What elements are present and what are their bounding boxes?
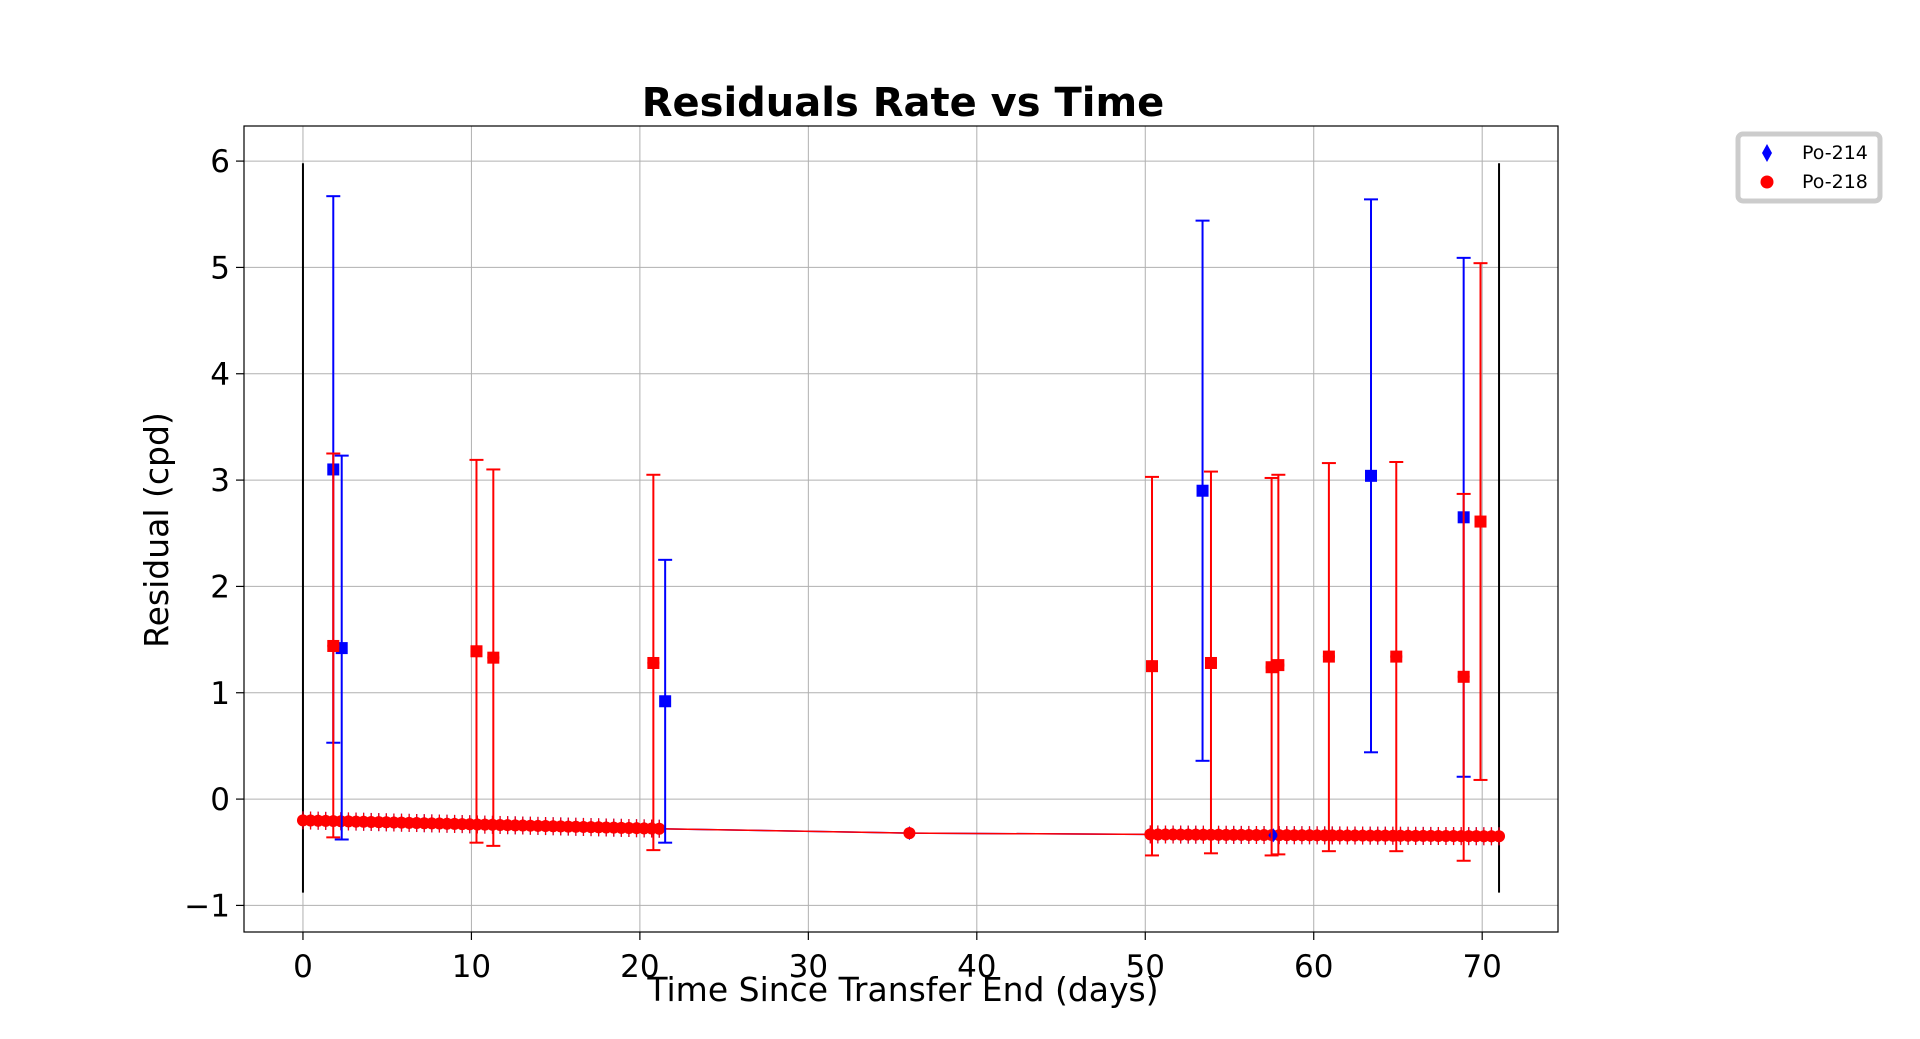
plot-frame — [243, 125, 1559, 933]
y-tick-label: 3 — [210, 463, 230, 499]
po-214-data-point — [660, 694, 671, 709]
po-218-data-point — [1390, 650, 1403, 663]
y-tick-label: −1 — [184, 888, 230, 924]
y-tick-label: 1 — [210, 676, 230, 712]
y-axis-label: Residual (cpd) — [137, 412, 176, 648]
y-tick-label: 4 — [210, 357, 230, 393]
po-218-data-point — [1322, 650, 1335, 663]
legend: Po-214 Po-218 — [1735, 131, 1883, 204]
x-tick-label: 0 — [293, 949, 313, 985]
y-tick-label: 0 — [210, 782, 230, 818]
po-218-data-point — [1474, 515, 1487, 528]
y-tick-label: 2 — [210, 569, 230, 605]
po-214-data-point — [1366, 468, 1377, 483]
po-218-data-point — [1272, 659, 1285, 672]
axes: 0 10 20 30 40 50 60 70 −1 0 1 2 3 4 5 6 — [184, 125, 1559, 985]
po-218-data-point — [1204, 656, 1217, 669]
plot-data — [296, 163, 1506, 893]
po-218-data-point — [470, 645, 483, 658]
po-214-data-point — [1197, 483, 1208, 498]
po-218-data-point — [647, 656, 660, 669]
x-tick-label: 60 — [1294, 949, 1333, 985]
legend-box — [1735, 131, 1883, 204]
x-tick-label: 50 — [1126, 949, 1165, 985]
legend-marker-po-214 — [1762, 144, 1772, 162]
po-218-data-point — [1146, 660, 1159, 673]
chart-title: Residuals Rate vs Time — [642, 80, 1165, 126]
x-tick-label: 30 — [789, 949, 828, 985]
legend-marker-po-218 — [1760, 175, 1774, 189]
grid-lines — [244, 126, 1558, 932]
po-218-baseline-point — [653, 822, 666, 835]
x-tick-label: 20 — [620, 949, 659, 985]
x-tick-label: 10 — [452, 949, 491, 985]
legend-label-po-214: Po-214 — [1802, 142, 1868, 164]
x-axis-label: Time Since Transfer End (days) — [646, 970, 1158, 1009]
y-tick-label: 6 — [210, 144, 230, 180]
po-218-data-point — [327, 639, 340, 652]
po-218-baseline-point — [1493, 830, 1506, 843]
x-tick-label: 40 — [957, 949, 996, 985]
y-tick-label: 5 — [210, 250, 230, 286]
po-218-data-point — [903, 827, 916, 840]
x-tick-label: 70 — [1462, 949, 1501, 985]
po-218-data-point — [1457, 670, 1470, 683]
legend-label-po-218: Po-218 — [1802, 171, 1868, 193]
po-218-data-point — [487, 651, 500, 664]
